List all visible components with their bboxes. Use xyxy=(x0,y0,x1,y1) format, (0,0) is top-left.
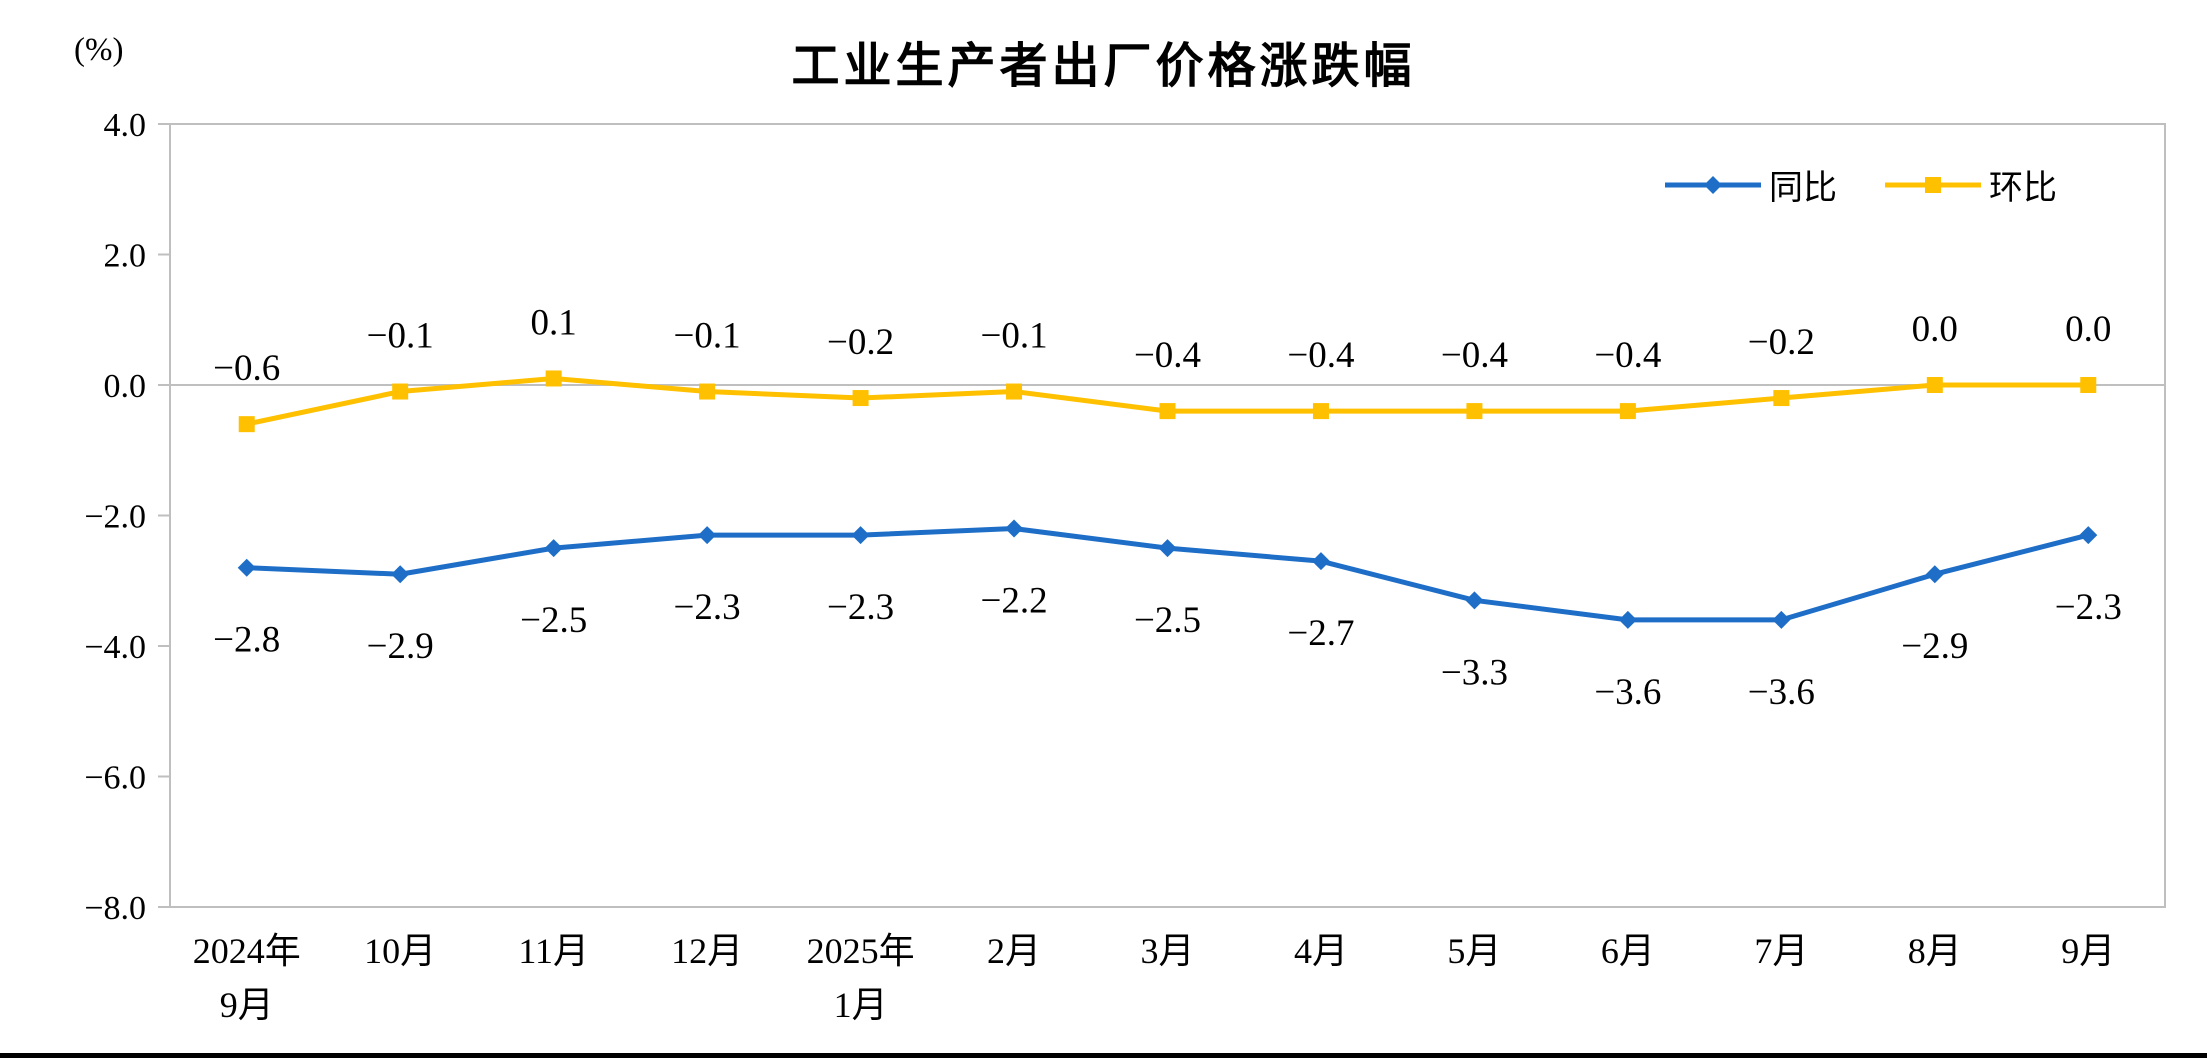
data-labels-mom: −0.6 −0.1 0.1 −0.1 −0.2 −0.1 −0.4 −0.4 −0.4 −0.4 −… xyxy=(213,302,2111,389)
y-axis-unit-label: (%) xyxy=(74,32,124,68)
legend-item-mom: 环比 xyxy=(1883,160,2057,209)
yoy-marker-icon xyxy=(698,526,717,545)
x-tick-label: 8月 xyxy=(1908,931,1962,971)
chart-title: 工业生产者出厂价格涨跌幅 xyxy=(791,40,1416,93)
yoy-marker-icon xyxy=(851,526,870,545)
mom-marker-icon xyxy=(2080,377,2097,393)
yoy-marker-icon xyxy=(1311,552,1330,571)
data-label: −0.2 xyxy=(1748,322,1815,363)
x-tick-label: 12月 xyxy=(671,931,743,971)
legend: 同比 环比 xyxy=(1663,160,2057,209)
data-label: −2.9 xyxy=(367,626,434,667)
x-tick-label: 7月 xyxy=(1754,931,1808,971)
data-label: −0.4 xyxy=(1287,335,1354,376)
data-label: −2.2 xyxy=(980,581,1047,622)
y-tick-label: −4.0 xyxy=(84,629,146,666)
x-tick-label: 5月 xyxy=(1447,931,1501,971)
yoy-marker-icon xyxy=(1005,519,1024,538)
yoy-marker-icon xyxy=(1772,610,1791,629)
y-tick-label: 2.0 xyxy=(104,238,147,275)
mom-marker-icon xyxy=(1159,403,1176,420)
y-tick-label: 4.0 xyxy=(104,107,147,144)
mom-marker-icon xyxy=(392,383,409,400)
data-label: −3.6 xyxy=(1748,672,1815,713)
data-label: −2.7 xyxy=(1287,613,1354,654)
mom-marker-icon xyxy=(1312,403,1329,420)
yoy-legend-marker-icon xyxy=(1665,175,1761,194)
mom-marker-icon xyxy=(1006,383,1023,400)
x-tick-label: 2025年 xyxy=(807,931,915,971)
x-tick-label: 3月 xyxy=(1140,931,1194,971)
x-tick-label: 9月 xyxy=(2061,931,2115,971)
y-tick-label: −8.0 xyxy=(84,890,146,927)
x-tick-label: 6月 xyxy=(1601,931,1655,971)
mom-marker-icon xyxy=(1773,390,1790,407)
bottom-divider xyxy=(0,1053,2207,1058)
series-mom: −0.6 −0.1 0.1 −0.1 −0.2 −0.1 −0.4 −0.4 −0.4 −0.4 −… xyxy=(213,302,2111,433)
yoy-marker-icon xyxy=(391,565,410,584)
mom-marker-icon xyxy=(1466,403,1483,420)
data-label: −2.9 xyxy=(1901,626,1968,667)
legend-item-yoy: 同比 xyxy=(1663,160,1837,209)
x-tick-label: 9月 xyxy=(220,985,274,1025)
data-label: 0.1 xyxy=(531,302,577,343)
plot-border xyxy=(169,123,2166,908)
y-tick-label: 0.0 xyxy=(104,368,147,405)
mom-legend-marker-icon xyxy=(1885,176,1981,193)
data-label: −3.3 xyxy=(1441,652,1508,693)
data-label: −2.3 xyxy=(674,587,741,628)
data-label: −0.4 xyxy=(1594,335,1661,376)
data-label: −3.6 xyxy=(1594,672,1661,713)
data-label: −0.2 xyxy=(827,322,894,363)
x-tick-label: 10月 xyxy=(364,931,436,971)
data-label: −0.4 xyxy=(1441,335,1508,376)
yoy-marker-icon xyxy=(2079,526,2098,545)
mom-marker-icon xyxy=(699,383,716,400)
y-tick-label: −6.0 xyxy=(84,760,146,797)
yoy-marker-icon xyxy=(1925,565,1944,584)
yoy-marker-icon xyxy=(1158,539,1177,558)
yoy-marker-icon xyxy=(1465,591,1484,610)
data-label: −0.1 xyxy=(367,316,434,357)
data-label: −2.3 xyxy=(827,587,894,628)
data-label: −2.3 xyxy=(2055,587,2122,628)
legend-label-mom: 环比 xyxy=(1989,170,2057,207)
data-label: −0.1 xyxy=(980,316,1047,357)
y-axis: 4.0 2.0 0.0 −2.0 −4.0 −6.0 −8.0 xyxy=(84,107,170,927)
data-labels-yoy: −2.8 −2.9 −2.5 −2.3 −2.3 −2.2 −2.5 −2.7 −3.3 −3.6… xyxy=(213,581,2122,713)
data-label: −0.1 xyxy=(674,316,741,357)
x-tick-label: 4月 xyxy=(1294,931,1348,971)
series-yoy: −2.8 −2.9 −2.5 −2.3 −2.3 −2.2 −2.5 −2.7 −3.3 −3.6… xyxy=(213,519,2122,713)
data-label: −2.8 xyxy=(213,620,280,661)
yoy-marker-icon xyxy=(1618,610,1637,629)
y-tick-label: −2.0 xyxy=(84,499,146,536)
x-tick-label: 2024年 xyxy=(193,931,301,971)
mom-marker-icon xyxy=(852,390,869,407)
data-label: −0.4 xyxy=(1134,335,1201,376)
yoy-marker-icon xyxy=(237,558,256,577)
data-label: −2.5 xyxy=(520,600,587,641)
data-label: 0.0 xyxy=(2065,309,2111,350)
data-label: 0.0 xyxy=(1912,309,1958,350)
x-axis: 2024年 9月 10月 11月 12月 2025年 1月 2月 3月 4月 5月 6月 7月 8月 9月 xyxy=(193,931,2116,1025)
mom-marker-icon xyxy=(545,370,562,387)
mom-marker-icon xyxy=(1926,377,1943,393)
data-label: −0.6 xyxy=(213,348,280,389)
mom-marker-icon xyxy=(238,416,255,433)
legend-label-yoy: 同比 xyxy=(1769,170,1837,207)
mom-marker-icon xyxy=(1619,403,1636,420)
x-tick-label: 11月 xyxy=(518,931,589,971)
yoy-marker-icon xyxy=(544,539,563,558)
x-tick-label: 1月 xyxy=(834,985,888,1025)
x-tick-label: 2月 xyxy=(987,931,1041,971)
data-label: −2.5 xyxy=(1134,600,1201,641)
